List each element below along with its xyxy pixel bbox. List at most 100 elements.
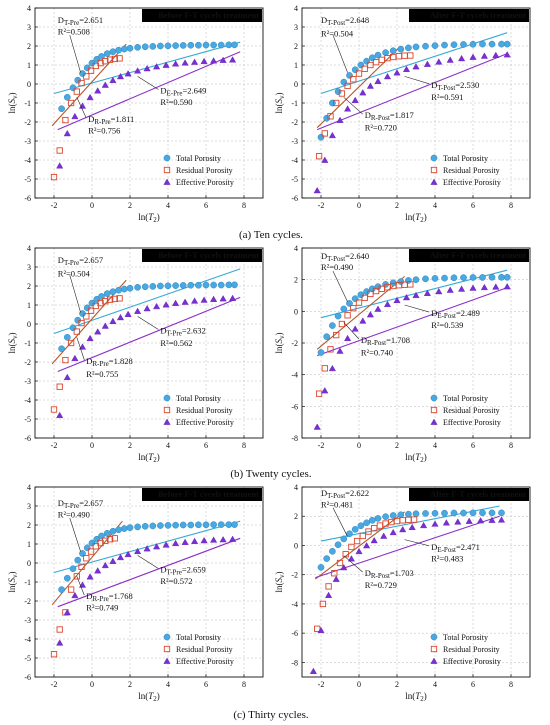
annotation-leader-line-1 xyxy=(69,275,81,313)
effective-porosity-point-19 xyxy=(492,283,500,290)
annotation-leader-line-1 xyxy=(332,507,348,537)
annotation-2: R²=0.481 xyxy=(321,499,353,509)
legend-label-1: Total Porosity xyxy=(443,154,488,163)
annotation-1: DT-Pre=2.651 xyxy=(58,15,103,27)
total-porosity-point-7 xyxy=(357,291,365,299)
effective-porosity-point-17 xyxy=(465,517,473,524)
total-porosity-point-27 xyxy=(231,41,238,49)
effective-porosity-point-13 xyxy=(162,61,170,68)
effective-porosity-point-10 xyxy=(393,296,401,304)
residual-porosity-point-4 xyxy=(338,90,346,97)
total-porosity-point-1 xyxy=(63,93,71,101)
total-porosity-point-2 xyxy=(69,84,77,92)
residual-porosity-point-4 xyxy=(336,559,344,567)
total-porosity-point-15 xyxy=(141,522,149,530)
annotation-2: R²=0.490 xyxy=(321,262,353,272)
residual-porosity-point-15 xyxy=(401,52,408,59)
effective-porosity-point-8 xyxy=(374,305,382,312)
residual-porosity-point-11 xyxy=(376,522,384,529)
effective-porosity-point-14 xyxy=(435,58,443,65)
effective-porosity-point-12 xyxy=(153,302,161,310)
effective-porosity-point-18 xyxy=(480,52,488,59)
residual-porosity-point-5 xyxy=(78,563,85,570)
residual-porosity-point-0 xyxy=(50,173,58,181)
total-porosity-point-14 xyxy=(134,43,141,51)
annotation-leader-line-2 xyxy=(404,76,430,85)
total-porosity-point-13 xyxy=(126,524,134,532)
annotation-1: DT-Post=2.622 xyxy=(321,488,369,500)
legend-label-3: Effective Porosity xyxy=(176,178,234,187)
total-porosity-point-14 xyxy=(134,523,141,531)
annotation-3: DE-Post=2.471 xyxy=(431,542,480,554)
residual-porosity-point-12 xyxy=(111,55,118,63)
total-porosity-point-24 xyxy=(498,509,505,517)
y-tick-label: -4 xyxy=(291,156,298,165)
x-tick-label: -2 xyxy=(318,201,325,210)
effective-porosity-point-0 xyxy=(56,639,64,646)
total-porosity-point-0 xyxy=(58,345,65,353)
y-tick-label: -6 xyxy=(291,402,298,411)
effective-porosity-point-8 xyxy=(116,313,125,321)
effective-porosity-point-13 xyxy=(423,60,431,67)
effective-porosity-point-18 xyxy=(210,57,218,64)
effective-porosity-point-13 xyxy=(162,541,170,548)
total-porosity-point-16 xyxy=(149,43,157,50)
y-tick-label: -2 xyxy=(24,118,31,127)
effective-porosity-point-0 xyxy=(313,423,321,430)
total-porosity-point-19 xyxy=(450,509,458,517)
effective-porosity-point-19 xyxy=(219,56,227,63)
effective-porosity-point-2 xyxy=(71,112,79,120)
annotation-2: R²=0.508 xyxy=(58,27,90,37)
y-tick-label: -8 xyxy=(291,434,298,443)
effective-porosity-point-15 xyxy=(181,59,189,66)
total-porosity-point-18 xyxy=(164,42,172,50)
y-tick-label: -2 xyxy=(291,339,298,348)
annotation-2: R²=0.504 xyxy=(58,269,91,279)
total-porosity-point-8 xyxy=(98,532,105,540)
residual-porosity-point-12 xyxy=(111,535,118,542)
x-tick-label: -2 xyxy=(318,441,325,450)
total-porosity-point-18 xyxy=(441,509,448,517)
residual-porosity-point-11 xyxy=(106,296,114,303)
y-tick-label: -2 xyxy=(291,118,298,127)
effective-porosity-point-11 xyxy=(402,293,411,301)
effective-porosity-point-20 xyxy=(503,51,511,58)
x-tick-label: 0 xyxy=(357,441,361,450)
annotation-4: R²=0.572 xyxy=(160,576,192,586)
chart-panel-2: -2 0 2 4 6 8 -6 -5 -4 -3 -2 -1 0 1 2 3 4 ln(T2) ln(Sv) DT-P… xyxy=(274,4,531,224)
total-porosity-point-21 xyxy=(187,521,195,529)
effective-porosity-point-3 xyxy=(332,575,340,582)
effective-porosity-point-12 xyxy=(153,543,161,550)
x-tick-label: 6 xyxy=(204,201,208,210)
total-porosity-point-13 xyxy=(397,278,405,285)
total-porosity-point-25 xyxy=(503,273,511,281)
chart-panel-3: -2 0 2 4 6 8 -6 -5 -4 -3 -2 -1 0 1 2 3 4 ln(T2) ln(Sv) DT-P… xyxy=(7,244,264,464)
y-tick-label: 1 xyxy=(27,301,31,310)
effective-porosity-point-18 xyxy=(480,283,488,291)
x-tick-label: -2 xyxy=(51,680,58,689)
total-porosity-point-13 xyxy=(126,284,134,292)
total-porosity-point-23 xyxy=(488,40,496,48)
y-tick-label: 2 xyxy=(27,282,31,291)
y-tick-label: -2 xyxy=(24,358,31,367)
y-tick-label: 4 xyxy=(27,244,31,253)
caption-c: (c) Thirty cycles. xyxy=(233,709,308,721)
effective-porosity-point-6 xyxy=(101,81,109,88)
x-axis-label: ln(T2) xyxy=(138,452,160,464)
total-porosity-point-17 xyxy=(157,282,164,290)
residual-porosity-point-7 xyxy=(355,299,363,306)
total-porosity-point-24 xyxy=(498,40,505,48)
total-porosity-point-18 xyxy=(441,274,448,282)
total-porosity-point-19 xyxy=(450,274,458,282)
effective-porosity-point-9 xyxy=(124,70,132,77)
total-porosity-point-24 xyxy=(498,273,505,281)
y-tick-label: -3 xyxy=(24,137,31,146)
effective-porosity-point-11 xyxy=(143,305,151,312)
residual-porosity-point-2 xyxy=(62,116,69,124)
x-tick-label: 4 xyxy=(166,441,170,450)
x-tick-label: 2 xyxy=(128,680,132,689)
total-porosity-point-22 xyxy=(195,281,202,289)
total-porosity-point-15 xyxy=(412,510,420,518)
x-tick-label: 0 xyxy=(90,680,94,689)
effective-porosity-point-legend-2 xyxy=(430,178,438,185)
